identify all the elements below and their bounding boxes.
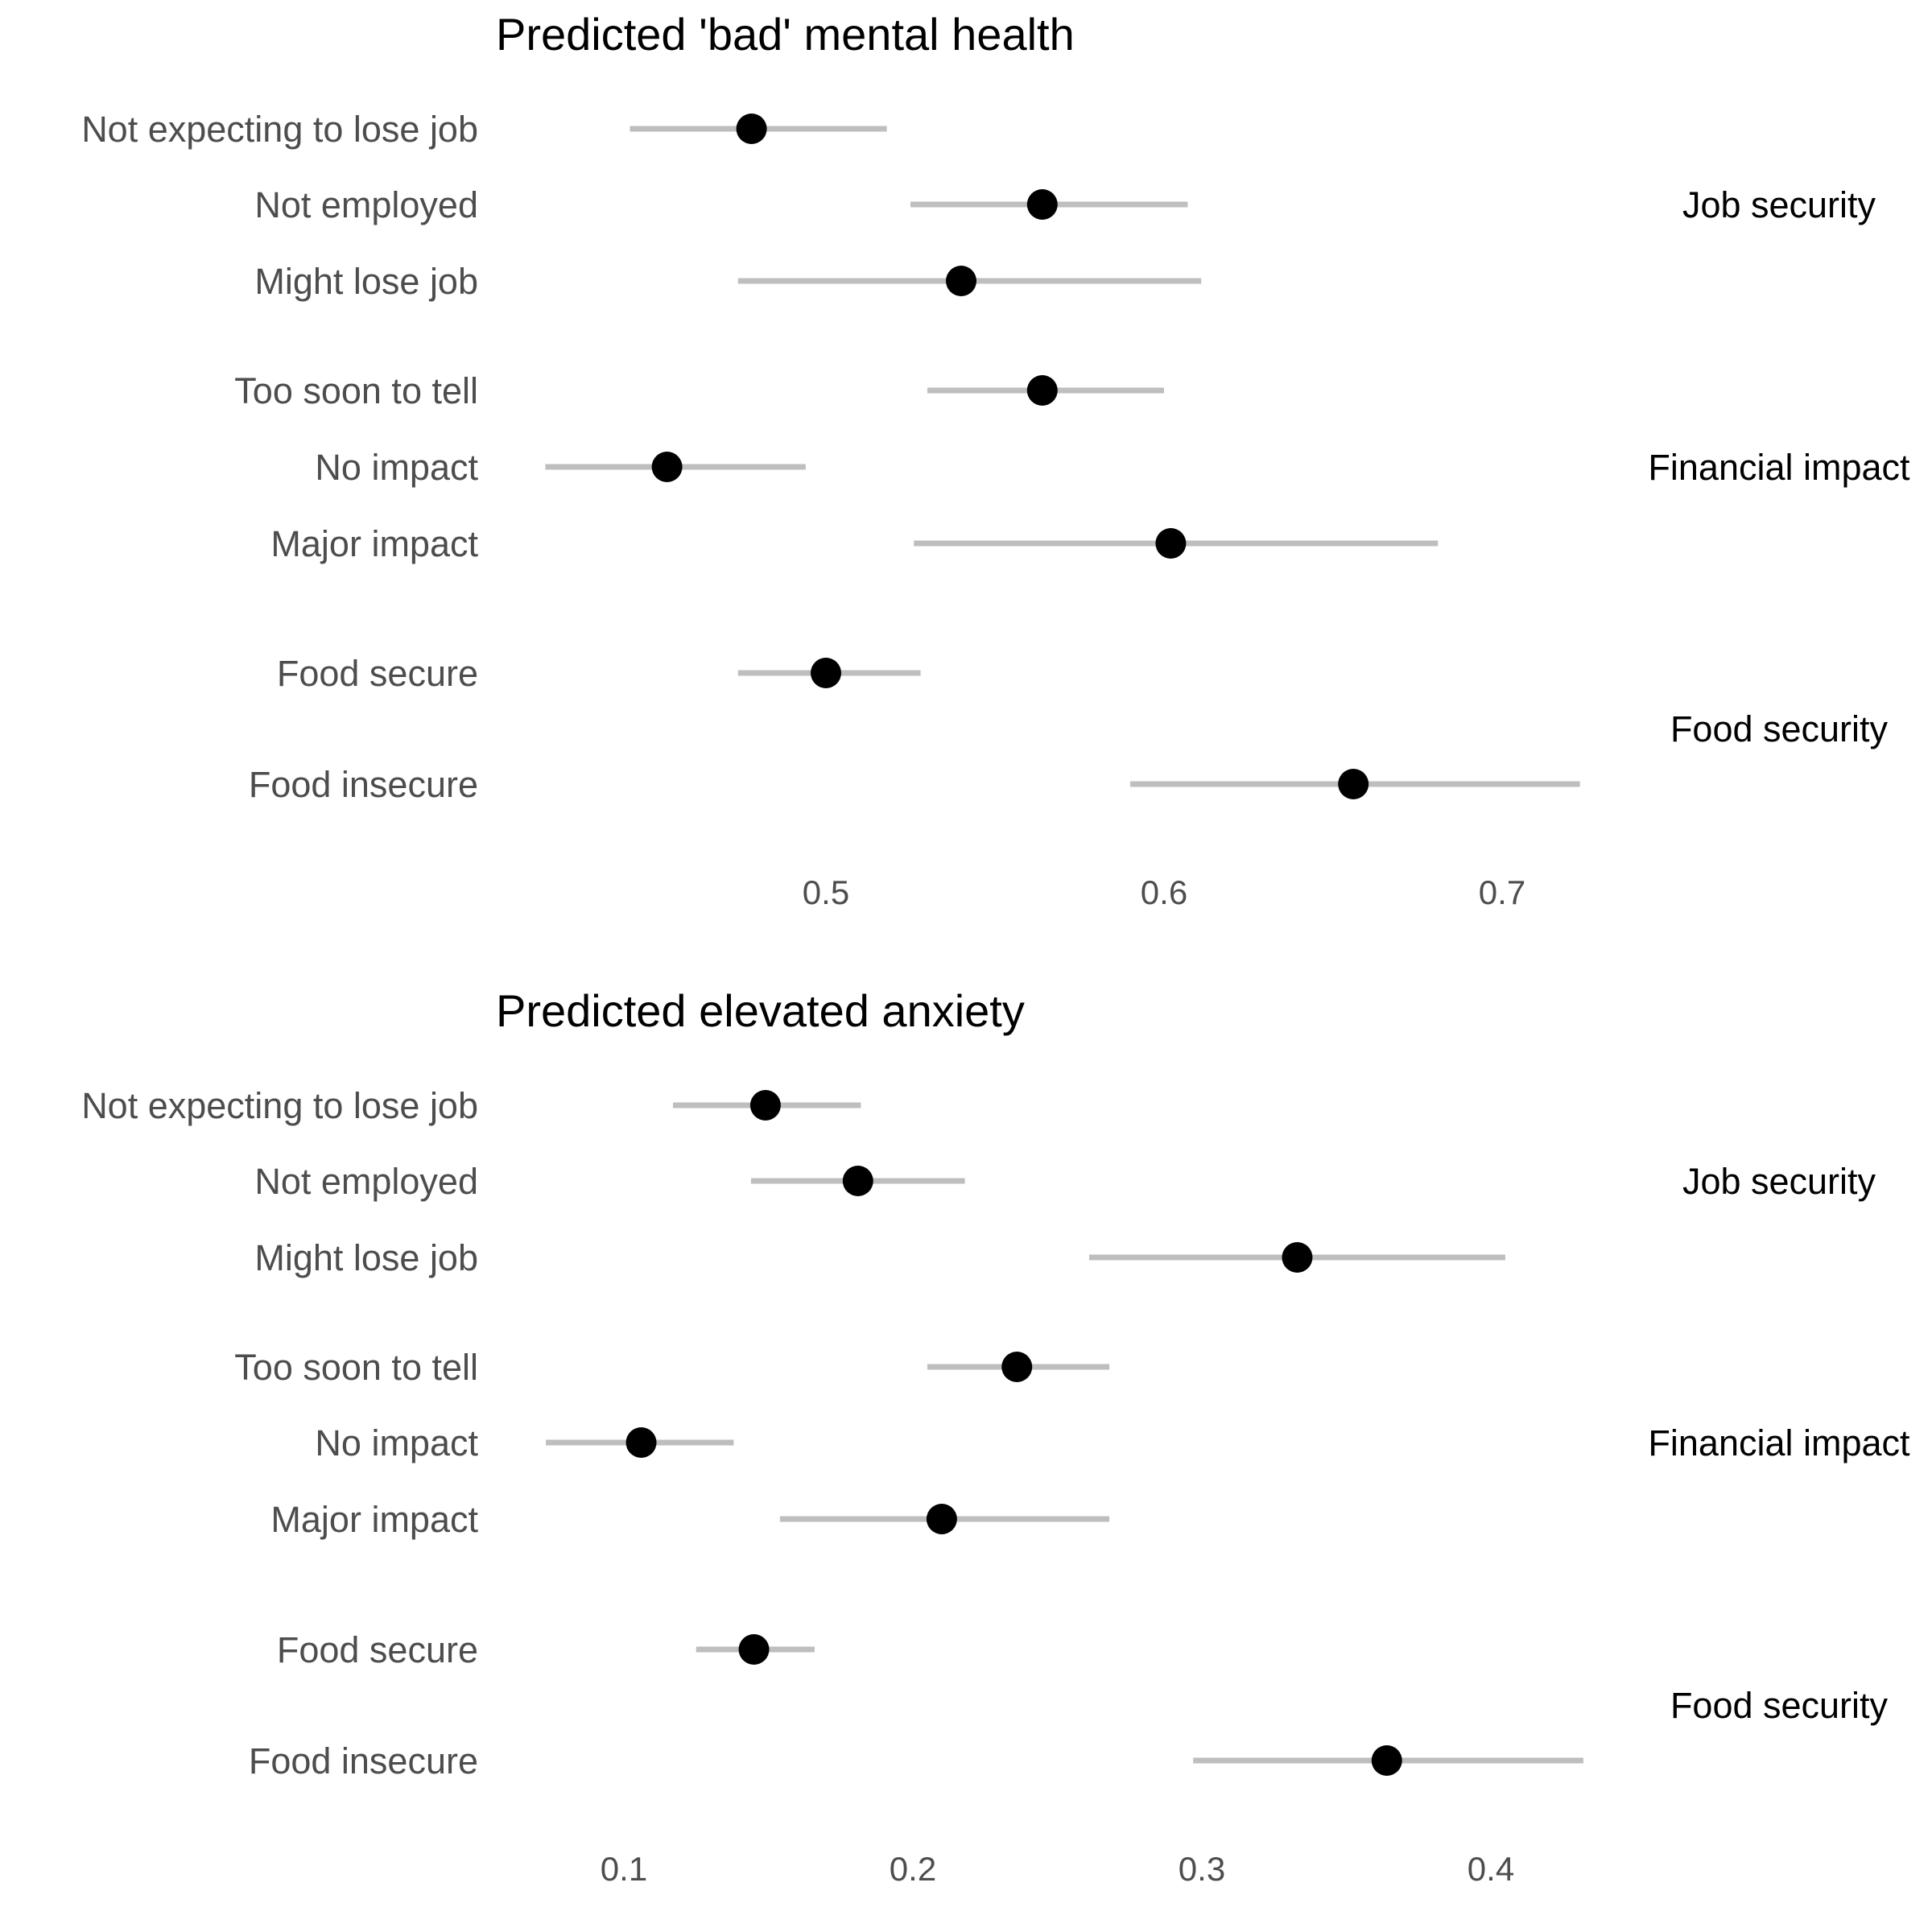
x-tick-label: 0.2 — [890, 1850, 936, 1888]
estimate-point — [1338, 769, 1369, 799]
x-tick-label: 0.4 — [1468, 1850, 1514, 1888]
x-tick-label: 0.5 — [803, 873, 849, 911]
row-label: Not expecting to lose job — [81, 109, 478, 150]
row-label: Too soon to tell — [234, 370, 478, 411]
estimate-point — [811, 658, 841, 688]
estimate-point — [736, 114, 767, 144]
estimate-point — [738, 1634, 770, 1665]
row-label: Too soon to tell — [234, 1347, 478, 1388]
estimate-point — [946, 266, 976, 296]
row-label: Major impact — [270, 523, 478, 564]
x-tick-label: 0.6 — [1141, 873, 1187, 911]
estimate-point — [1282, 1242, 1313, 1273]
estimate-point — [1026, 189, 1058, 220]
panel-1: Predicted 'bad' mental health Job securit… — [81, 9, 1910, 911]
estimate-point — [1371, 1745, 1402, 1776]
facet-label: Food security — [1670, 708, 1889, 749]
estimate-point — [1001, 1352, 1033, 1382]
estimate-point — [842, 1166, 873, 1196]
row-label: Food secure — [277, 653, 478, 694]
facet-label: Job security — [1682, 1161, 1876, 1202]
row-label: Not employed — [254, 1161, 478, 1202]
row-label: Food secure — [277, 1629, 478, 1670]
estimate-point — [1026, 375, 1058, 406]
x-tick-label: 0.1 — [601, 1850, 647, 1888]
row-label: Food insecure — [249, 764, 478, 805]
facet-label: Financial impact — [1648, 447, 1910, 488]
row-label: Not expecting to lose job — [81, 1085, 478, 1126]
row-label: No impact — [315, 1422, 478, 1463]
row-label: Not employed — [254, 184, 478, 225]
row-label: Food insecure — [249, 1740, 478, 1781]
x-tick-label: 0.3 — [1179, 1850, 1225, 1888]
row-label: Might lose job — [254, 1237, 478, 1278]
panel-title: Predicted elevated anxiety — [496, 985, 1025, 1036]
estimate-point — [651, 452, 683, 482]
panel-title: Predicted 'bad' mental health — [496, 9, 1075, 60]
panel-2: Predicted elevated anxiety Job security No… — [81, 985, 1910, 1888]
row-label: Might lose job — [254, 261, 478, 302]
estimate-point — [625, 1427, 657, 1458]
facet-label: Financial impact — [1648, 1422, 1910, 1463]
estimate-point — [1155, 528, 1187, 559]
row-label: No impact — [315, 447, 478, 488]
estimate-point — [749, 1090, 781, 1121]
facet-label: Food security — [1670, 1685, 1889, 1726]
facet-label: Job security — [1682, 184, 1876, 225]
x-tick-label: 0.7 — [1479, 873, 1525, 911]
estimate-point — [926, 1504, 957, 1534]
row-label: Major impact — [270, 1499, 478, 1540]
